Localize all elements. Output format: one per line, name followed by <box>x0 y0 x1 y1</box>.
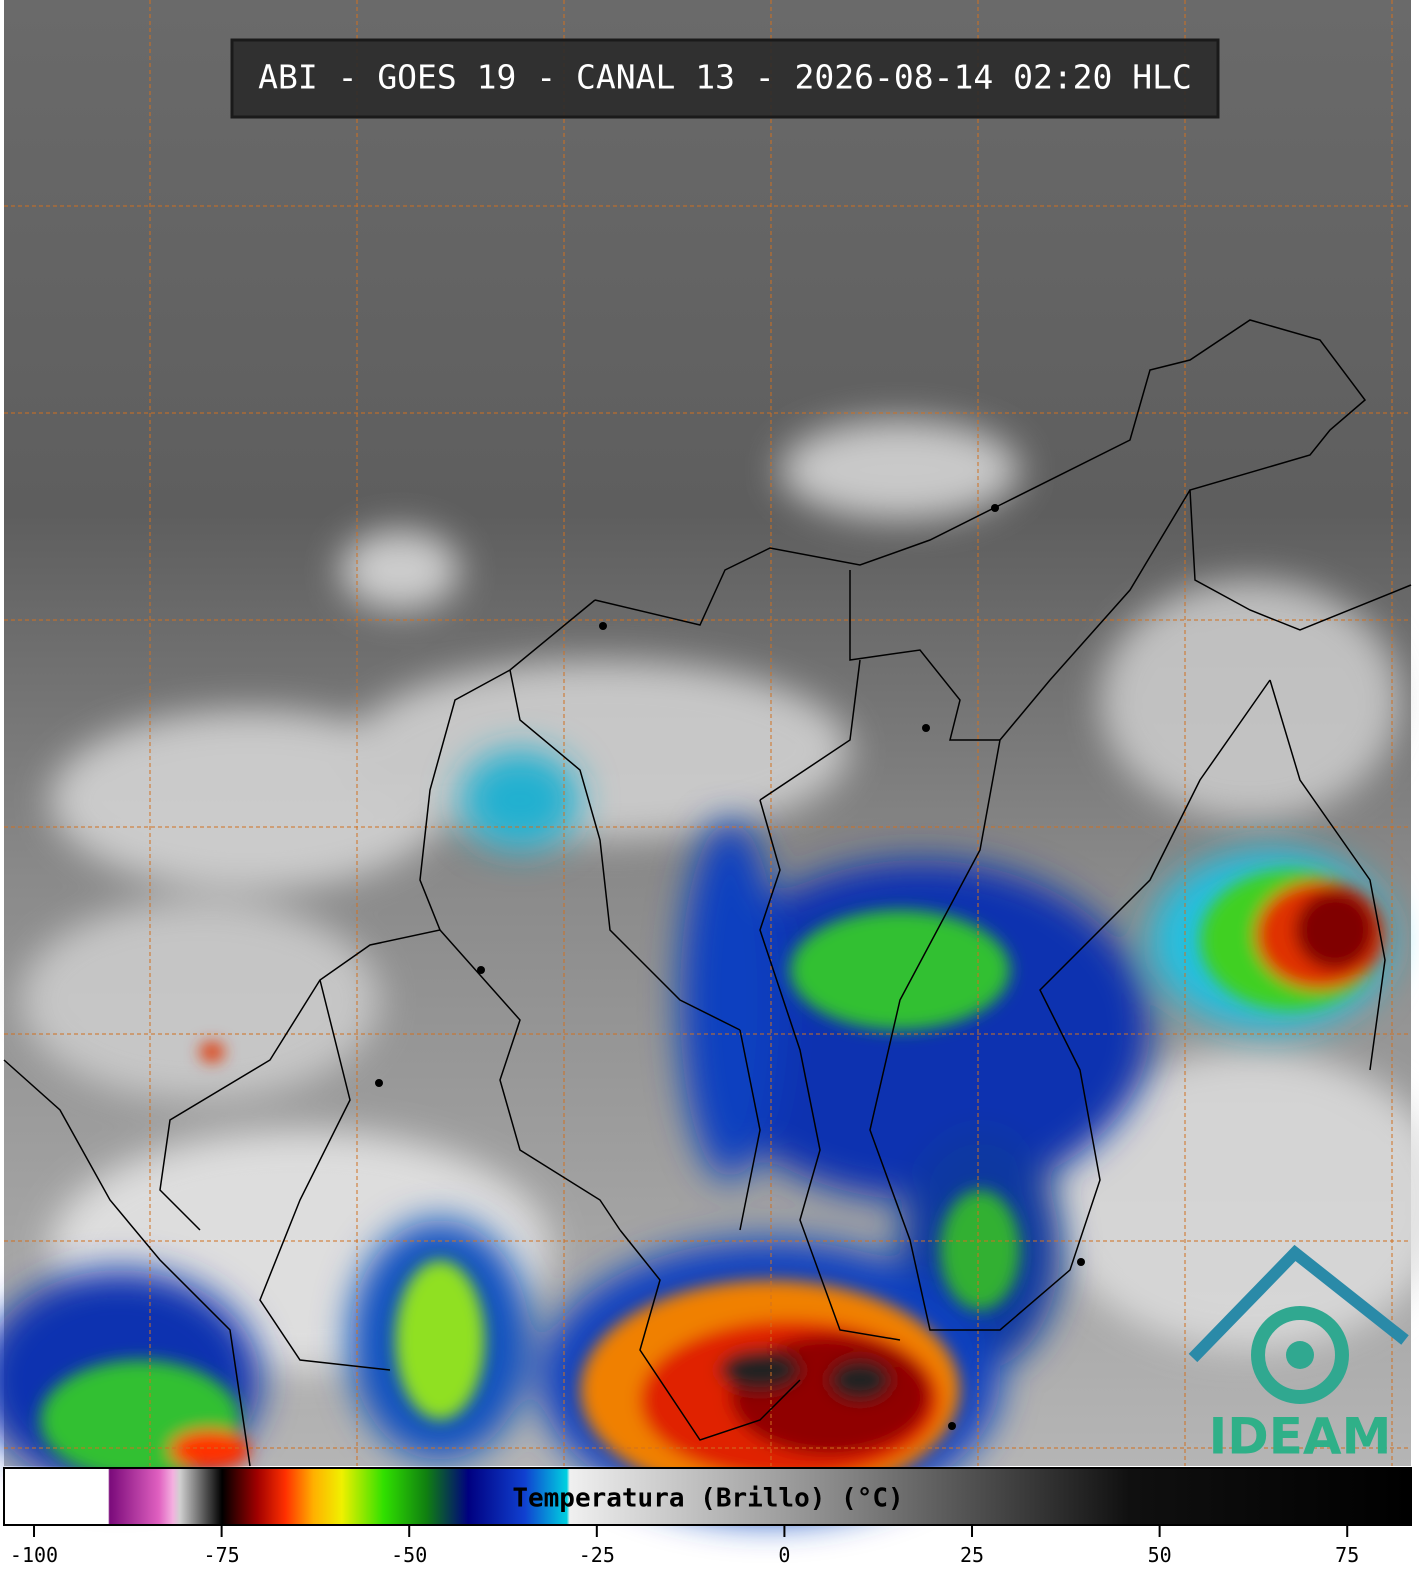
colorbar <box>3 1467 1412 1526</box>
tick-label: 75 <box>1335 1543 1359 1567</box>
colorbar-ticks: -100 -75 -50 -25 0 25 50 75 <box>10 1525 1359 1567</box>
tick-label: -75 <box>204 1543 240 1567</box>
imagery <box>0 0 1419 1520</box>
logo-graphic <box>1188 1244 1409 1404</box>
tick-label: 50 <box>1148 1543 1172 1567</box>
tick-label: -50 <box>391 1543 427 1567</box>
tick-label: -25 <box>579 1543 615 1567</box>
tick-label: 0 <box>778 1543 790 1567</box>
tick-label: 25 <box>960 1543 984 1567</box>
graticule <box>4 0 1411 1466</box>
title-box <box>230 38 1220 119</box>
tick-label: -100 <box>10 1543 58 1567</box>
colorbar-label: Temperatura (Brillo) (°C) <box>512 1484 903 1514</box>
cities <box>375 504 1085 1430</box>
logo-text: IDEAM <box>1209 1408 1392 1466</box>
borders <box>3 319 1412 1467</box>
title: ABI - GOES 19 - CANAL 13 - 2026-08-14 02… <box>258 58 1192 97</box>
